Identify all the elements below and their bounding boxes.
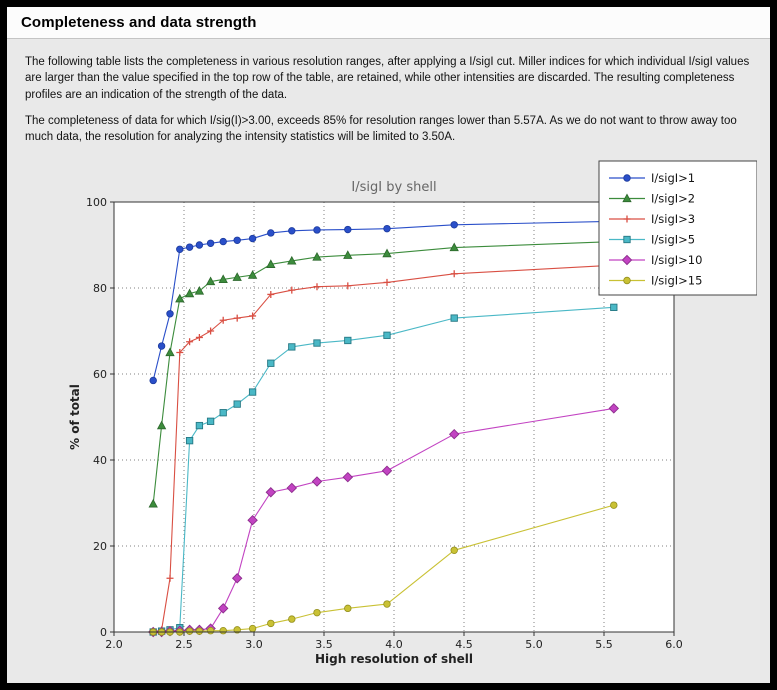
svg-text:4.5: 4.5 xyxy=(455,638,473,651)
series-I/sigI>1 xyxy=(149,217,618,384)
completeness-chart: 2.0 2.5 3.0 3.5 4.0 4.5 5.0 5.5 6.0 0 20 40 60 80 100 I… xyxy=(68,160,757,666)
axis-ticks xyxy=(110,201,675,636)
svg-text:3.5: 3.5 xyxy=(315,638,333,651)
series-I/sigI>2 xyxy=(148,236,619,508)
tick-labels: 2.0 2.5 3.0 3.5 4.0 4.5 5.0 5.5 6.0 0 20 40 60 80 100 xyxy=(86,196,683,651)
svg-text:0: 0 xyxy=(100,626,107,639)
svg-text:80: 80 xyxy=(93,282,107,295)
x-axis-label: High resolution of shell xyxy=(315,652,473,666)
report-content: The following table lists the completene… xyxy=(7,39,770,683)
chart-container: 2.0 2.5 3.0 3.5 4.0 4.5 5.0 5.5 6.0 0 20 40 60 80 100 I… xyxy=(17,156,768,670)
paragraph-summary: The completeness of data for which I/sig… xyxy=(25,114,737,144)
page-title: Completeness and data strength xyxy=(21,14,257,31)
svg-text:3.0: 3.0 xyxy=(245,638,263,651)
chart-legend: I/sigI>1 I/sigI>2 I/sigI>3 I/sigI>5 I/sigI>1… xyxy=(598,160,757,296)
svg-text:4.0: 4.0 xyxy=(385,638,403,651)
legend-entry: I/sigI>15 xyxy=(609,273,702,287)
svg-text:60: 60 xyxy=(93,368,107,381)
svg-text:40: 40 xyxy=(93,454,107,467)
legend-label: I/sigI>1 xyxy=(651,171,695,185)
legend-label: I/sigI>3 xyxy=(651,212,695,226)
legend-label: I/sigI>15 xyxy=(651,273,702,287)
svg-text:2.0: 2.0 xyxy=(105,638,123,651)
report-page: Completeness and data strength The follo… xyxy=(7,7,770,683)
chart-title: I/sigI by shell xyxy=(351,180,436,195)
legend-entry: I/sigI>2 xyxy=(609,191,695,205)
paragraph-intro: The following table lists the completene… xyxy=(25,56,750,101)
svg-text:6.0: 6.0 xyxy=(665,638,683,651)
svg-text:100: 100 xyxy=(86,196,107,209)
y-axis-label: % of total xyxy=(68,384,82,450)
plot-area xyxy=(114,201,674,632)
report-header: Completeness and data strength xyxy=(7,7,770,39)
legend-entry: I/sigI>5 xyxy=(609,232,695,246)
legend-entry: I/sigI>1 xyxy=(609,171,695,185)
svg-text:5.5: 5.5 xyxy=(595,638,613,651)
svg-text:20: 20 xyxy=(93,540,107,553)
legend-label: I/sigI>2 xyxy=(651,191,695,205)
legend-entry: I/sigI>3 xyxy=(609,212,695,226)
legend-entry: I/sigI>10 xyxy=(609,253,702,267)
legend-label: I/sigI>5 xyxy=(651,232,695,246)
svg-text:2.5: 2.5 xyxy=(175,638,193,651)
legend-label: I/sigI>10 xyxy=(651,253,702,267)
svg-text:5.0: 5.0 xyxy=(525,638,543,651)
